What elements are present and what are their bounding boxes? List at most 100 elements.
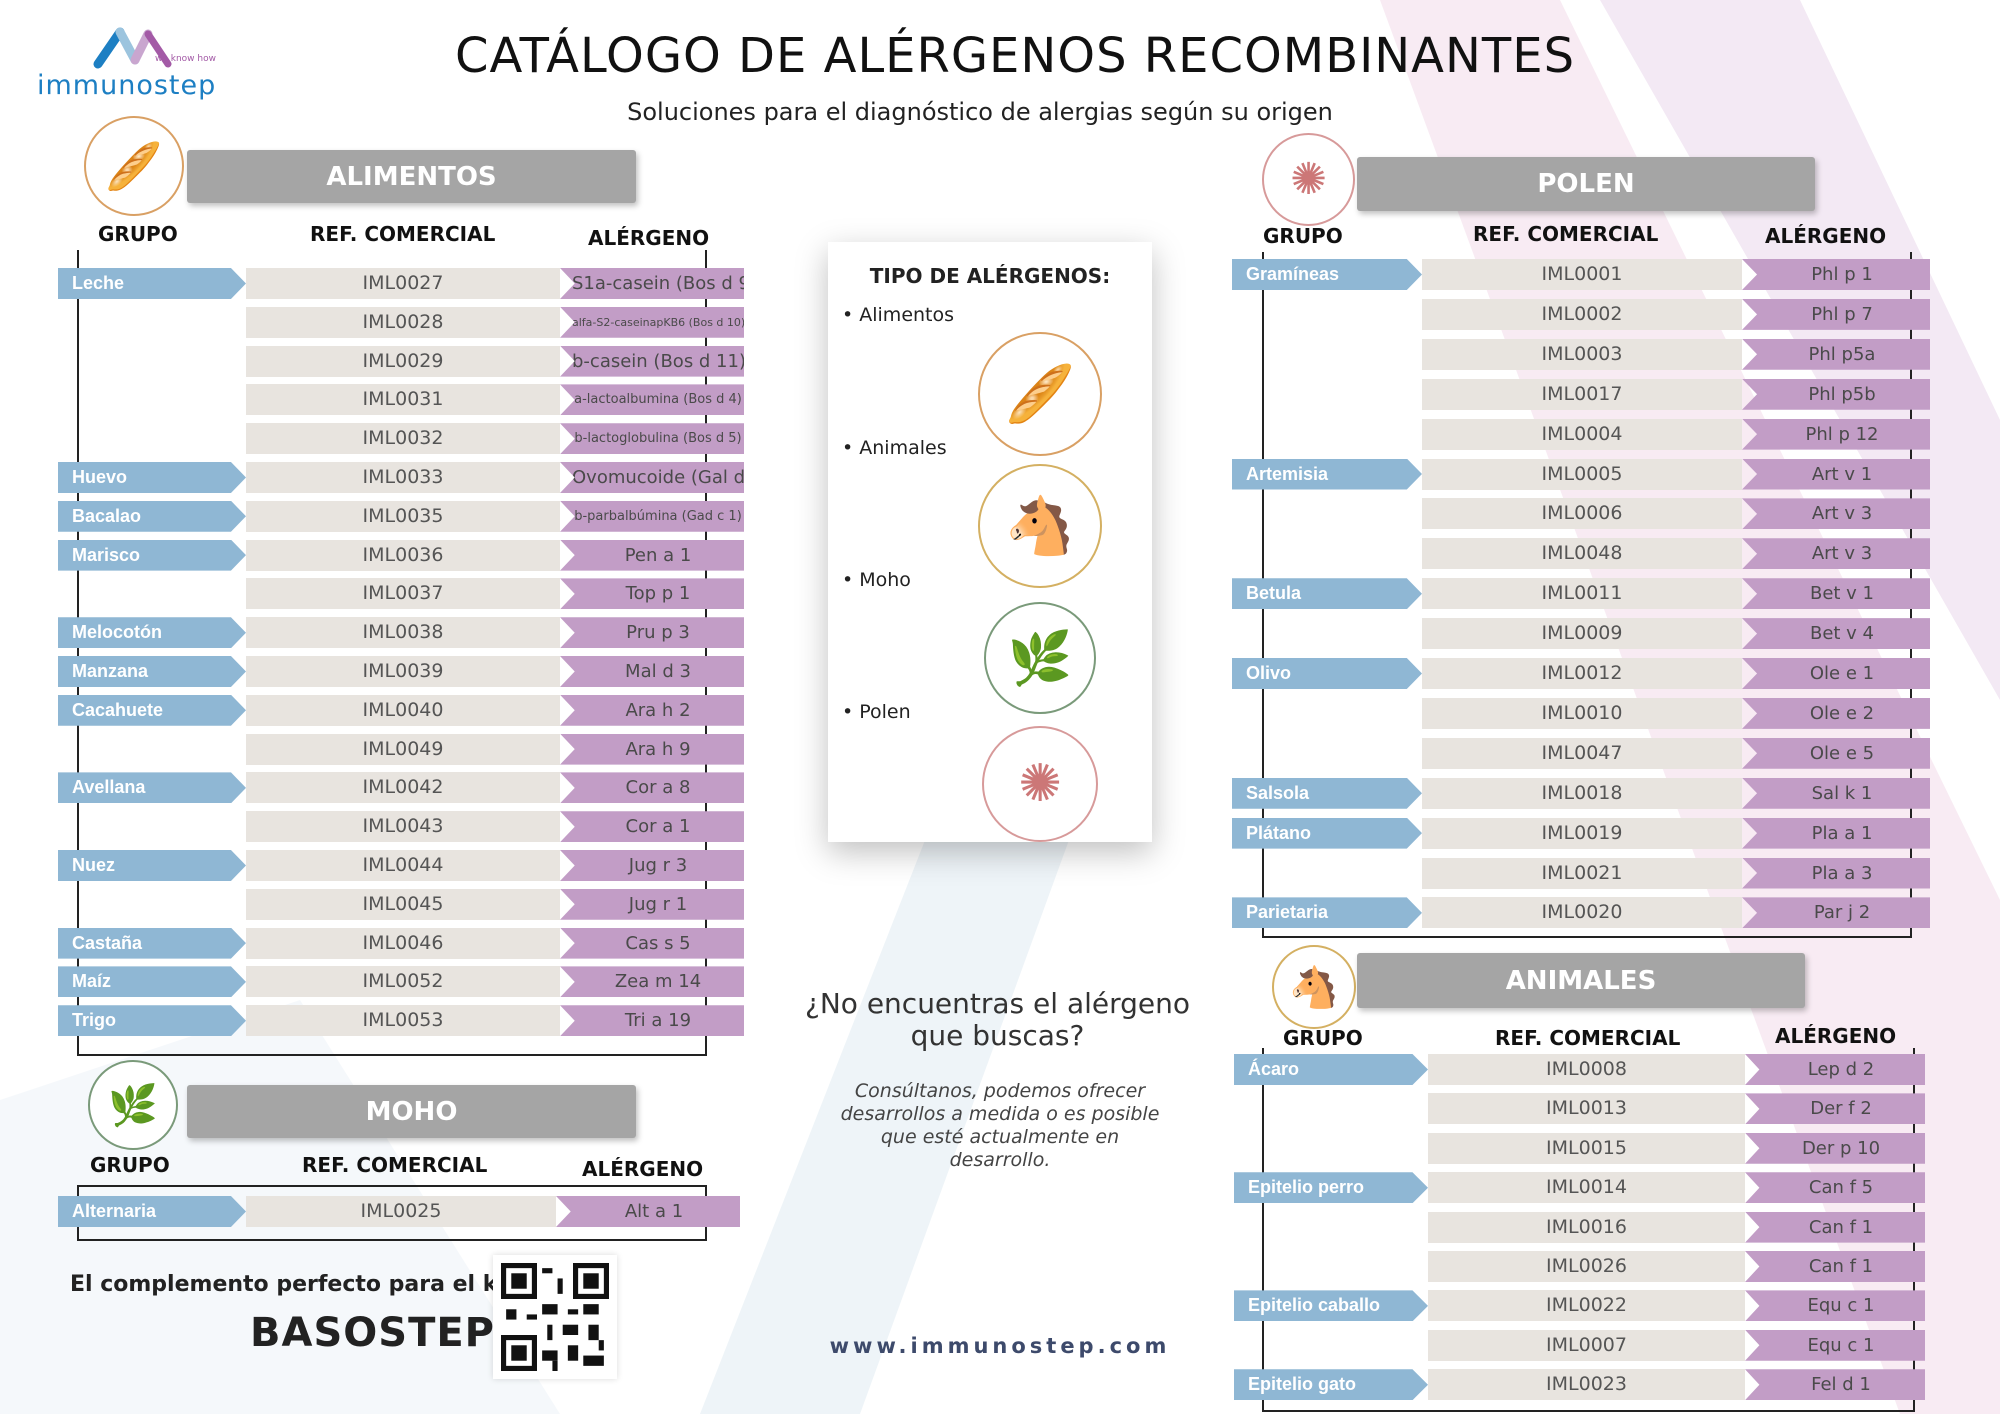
allergen-cell: Tri a 19 <box>560 1005 744 1037</box>
col-grupo: GRUPO <box>98 222 178 246</box>
allergen-cell: Phl p5a <box>1742 338 1930 370</box>
group-label: Betula <box>1232 578 1422 610</box>
allergen-cell: Alt a 1 <box>556 1196 740 1227</box>
type-label: Animales <box>859 437 947 459</box>
table-row: IML0026 Can f 1 <box>0 1251 2000 1282</box>
ref-cell: IML0011 <box>1422 578 1742 610</box>
allergen-cell: Ole e 2 <box>1742 697 1930 729</box>
allergen-cell: Sal k 1 <box>1742 777 1930 809</box>
ref-cell: IML0015 <box>1428 1132 1745 1164</box>
polen-header: POLEN <box>1357 157 1815 211</box>
animals-icon: 🐴 <box>1272 945 1356 1029</box>
allergen-cell: Der f 2 <box>1745 1093 1925 1125</box>
allergen-cell: Equ c 1 <box>1745 1329 1925 1361</box>
cta-question: ¿No encuentras el alérgeno que buscas? <box>804 987 1191 1052</box>
ref-cell: IML0005 <box>1422 458 1742 490</box>
group-label: Alternaria <box>58 1196 246 1227</box>
table-row: Epitelio gato IML0023 Fel d 1 <box>0 1369 2000 1401</box>
col-alergeno: ALÉRGENO <box>582 1157 704 1181</box>
group-label: Maíz <box>58 966 246 998</box>
ref-cell: IML0006 <box>1422 498 1742 530</box>
ref-cell: IML0045 <box>246 888 560 920</box>
animals-icon: 🐴 <box>978 464 1102 588</box>
qr-code[interactable] <box>493 1255 617 1379</box>
ref-cell: IML0017 <box>1422 378 1742 410</box>
allergen-cell: Can f 5 <box>1745 1172 1925 1204</box>
ref-cell: IML0044 <box>246 850 560 881</box>
ref-cell: IML0007 <box>1428 1329 1745 1361</box>
allergen-cell: Jug r 3 <box>560 850 744 881</box>
table-row: Avellana IML0042 Cor a 8 <box>0 772 2000 804</box>
ref-cell: IML0048 <box>1422 538 1742 570</box>
page-title: CATÁLOGO DE ALÉRGENOS RECOMBINANTES <box>454 28 1576 84</box>
ref-cell: IML0010 <box>1422 697 1742 729</box>
logo-mark-icon <box>93 27 172 69</box>
ref-cell: IML0052 <box>246 966 560 998</box>
ref-cell: IML0042 <box>246 772 560 804</box>
allergen-cell: Bet v 4 <box>1742 618 1930 650</box>
ref-cell: IML0012 <box>1422 658 1742 689</box>
allergen-cell: Lep d 2 <box>1745 1054 1925 1085</box>
table-row: Artemisia IML0005 Art v 1 <box>0 458 2000 490</box>
allergen-cell: Cas s 5 <box>560 927 744 959</box>
allergen-cell: Pen a 1 <box>560 539 744 571</box>
col-alergeno: ALÉRGENO <box>1765 224 1887 248</box>
allergen-cell: Zea m 14 <box>560 966 744 998</box>
ref-cell: IML0047 <box>1422 737 1742 769</box>
table-row: IML0010 Ole e 2 <box>0 697 2000 729</box>
ref-cell: IML0046 <box>246 927 560 959</box>
allergen-cell: a-lactoalbumina (Bos d 4) <box>560 384 744 416</box>
group-label: Castaña <box>58 927 246 959</box>
table-row: Cacahuete IML0040 Ara h 2 <box>0 694 2000 726</box>
logo-tagline: we know how <box>155 54 216 64</box>
table-row: Castaña IML0046 Cas s 5 <box>0 927 2000 959</box>
ref-cell: IML0020 <box>1422 897 1742 929</box>
allergen-cell: Art v 3 <box>1742 538 1930 570</box>
allergen-cell: Phl p 7 <box>1742 298 1930 330</box>
group-label: Salsola <box>1232 777 1422 809</box>
allergen-cell: Can f 1 <box>1745 1251 1925 1282</box>
group-label: Epitelio caballo <box>1234 1290 1428 1322</box>
table-row: Plátano IML0019 Pla a 1 <box>0 817 2000 849</box>
allergen-cell: Top p 1 <box>560 578 744 610</box>
ref-cell: IML0049 <box>246 733 560 765</box>
allergen-cell: Art v 1 <box>1742 458 1930 490</box>
mold-icon: 🌿 <box>88 1060 178 1150</box>
allergen-cell: Phl p 1 <box>1742 259 1930 290</box>
allergen-cell: Cor a 8 <box>560 772 744 804</box>
allergen-cell: alfa-S2-caseinapKB6 (Bos d 10) <box>560 306 744 338</box>
col-alergeno: ALÉRGENO <box>588 226 710 250</box>
type-alimentos: • Alimentos <box>842 304 955 326</box>
kit-name: BASOSTEP: <box>250 1310 512 1356</box>
immunostep-logo: we know how immunostep <box>35 24 225 110</box>
ref-cell: IML0008 <box>1428 1054 1745 1085</box>
group-label: Artemisia <box>1232 458 1422 490</box>
ref-cell: IML0002 <box>1422 298 1742 330</box>
ref-cell: IML0018 <box>1422 777 1742 809</box>
group-label: Parietaria <box>1232 897 1422 929</box>
table-row: IML0031 a-lactoalbumina (Bos d 4) <box>0 384 2000 416</box>
allergen-cell: Equ c 1 <box>1745 1290 1925 1322</box>
table-row: IML0049 Ara h 9 <box>0 733 2000 765</box>
table-row: IML0013 Der f 2 <box>0 1093 2000 1125</box>
ref-cell: IML0003 <box>1422 338 1742 370</box>
table-row: IML0043 Cor a 1 <box>0 811 2000 843</box>
allergen-types-panel: TIPO DE ALÉRGENOS: • Alimentos • Animale… <box>828 242 1152 842</box>
table-row: IML0009 Bet v 4 <box>0 618 2000 650</box>
col-grupo: GRUPO <box>1263 224 1343 248</box>
allergen-cell: Jug r 1 <box>560 888 744 920</box>
food-icon: 🥖 <box>978 332 1102 456</box>
table-row: IML0047 Ole e 5 <box>0 737 2000 769</box>
table-row: Trigo IML0053 Tri a 19 <box>0 1005 2000 1037</box>
ref-cell: IML0037 <box>246 578 560 610</box>
table-row: Leche IML0027 S1a-casein (Bos d 9) <box>0 268 2000 299</box>
moho-header: MOHO <box>187 1085 636 1138</box>
qr-code-icon <box>501 1263 609 1371</box>
food-icon: 🥖 <box>84 116 184 216</box>
website-link[interactable]: www.immunostep.com <box>829 1334 1171 1358</box>
type-label: Polen <box>859 701 911 723</box>
table-row: IML0021 Pla a 3 <box>0 857 2000 889</box>
type-animales: • Animales <box>842 437 947 459</box>
ref-cell: IML0035 <box>246 500 560 532</box>
